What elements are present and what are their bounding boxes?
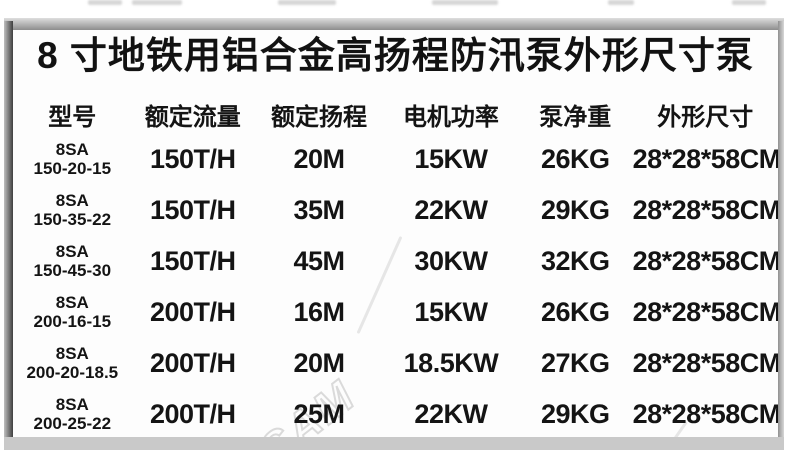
cell-power: 18.5KW: [403, 348, 499, 379]
model-series: 8SA: [55, 395, 89, 415]
cell-head: 20M: [293, 144, 345, 175]
cell-flow: 200T/H: [149, 297, 236, 328]
model-number: 200-25-22: [33, 413, 112, 433]
table-row: 8SA 150-20-15 150T/H 20M 15KW 26KG 28*28…: [13, 134, 778, 185]
column-header-flow: 额定流量: [144, 103, 241, 131]
table-row: 8SA 200-16-15 200T/H 16M 15KW 26KG 28*28…: [13, 287, 778, 338]
spec-sheet-frame: 8 寸地铁用铝合金高扬程防汛泵外形尺寸泵 型号 额定流量 额定扬程 电机功率 泵…: [4, 18, 784, 450]
frame-edge-right: [778, 21, 784, 437]
model-series: 8SA: [55, 293, 89, 313]
cell-flow: 150T/H: [149, 195, 236, 226]
frame-edge-left: [4, 21, 13, 437]
cell-dimensions: 28*28*58CM: [632, 399, 778, 430]
cell-weight: 26KG: [540, 297, 610, 328]
cell-model: 8SA 200-16-15: [13, 294, 132, 331]
cell-flow: 150T/H: [149, 144, 236, 175]
table-row: 8SA 200-20-18.5 200T/H 20M 18.5KW 27KG 2…: [13, 338, 778, 389]
model-number: 150-45-30: [33, 260, 112, 280]
cell-head: 20M: [293, 348, 345, 379]
table-row: 8SA 150-45-30 150T/H 45M 30KW 32KG 28*28…: [13, 236, 778, 287]
column-header-weight: 泵净重: [539, 103, 612, 131]
table-header-row: 型号 额定流量 额定扬程 电机功率 泵净重 外形尺寸: [13, 94, 778, 134]
cropped-text-artifact: [732, 0, 766, 5]
cropped-text-artifact: [432, 0, 498, 5]
cell-model: 8SA 200-25-22: [13, 396, 132, 433]
column-header-model: 型号: [48, 103, 97, 131]
cropped-text-artifact: [278, 0, 336, 5]
cropped-text-artifact: [608, 0, 634, 5]
cell-dimensions: 28*28*58CM: [632, 246, 778, 277]
cell-model: 8SA 150-20-15: [13, 141, 132, 178]
cell-head: 25M: [293, 399, 345, 430]
spec-sheet-panel: 8 寸地铁用铝合金高扬程防汛泵外形尺寸泵 型号 额定流量 额定扬程 电机功率 泵…: [13, 30, 778, 437]
cell-weight: 29KG: [540, 195, 610, 226]
cell-flow: 200T/H: [149, 399, 236, 430]
model-number: 150-20-15: [33, 158, 112, 178]
model-series: 8SA: [55, 242, 89, 262]
model-series: 8SA: [55, 191, 89, 211]
cropped-text-artifact: [132, 0, 182, 5]
model-number: 200-20-18.5: [26, 362, 119, 382]
column-header-dimensions: 外形尺寸: [657, 103, 754, 131]
model-series: 8SA: [55, 140, 89, 160]
cell-dimensions: 28*28*58CM: [632, 195, 778, 226]
cell-weight: 26KG: [540, 144, 610, 175]
frame-edge-bottom: [4, 437, 784, 450]
cell-dimensions: 28*28*58CM: [632, 144, 778, 175]
cell-power: 15KW: [414, 144, 488, 175]
cell-weight: 27KG: [540, 348, 610, 379]
cell-head: 45M: [293, 246, 345, 277]
table-row: 8SA 200-25-22 200T/H 25M 22KW 29KG 28*28…: [13, 389, 778, 437]
cell-head: 16M: [293, 297, 345, 328]
cell-power: 30KW: [414, 246, 488, 277]
cell-dimensions: 28*28*58CM: [632, 297, 778, 328]
cell-weight: 29KG: [540, 399, 610, 430]
table-row: 8SA 150-35-22 150T/H 35M 22KW 29KG 28*28…: [13, 185, 778, 236]
cell-power: 15KW: [414, 297, 488, 328]
page-title: 8 寸地铁用铝合金高扬程防汛泵外形尺寸泵: [37, 35, 754, 76]
column-header-head: 额定扬程: [270, 103, 367, 131]
column-header-power: 电机功率: [402, 103, 499, 131]
frame-edge-top: [4, 18, 784, 30]
cell-weight: 32KG: [540, 246, 610, 277]
cell-power: 22KW: [414, 195, 488, 226]
cell-head: 35M: [293, 195, 345, 226]
cell-model: 8SA 150-35-22: [13, 192, 132, 229]
cropped-text-artifact: [88, 0, 122, 5]
cell-flow: 150T/H: [149, 246, 236, 277]
cell-dimensions: 28*28*58CM: [632, 348, 778, 379]
cell-model: 8SA 150-45-30: [13, 243, 132, 280]
cell-model: 8SA 200-20-18.5: [13, 345, 132, 382]
model-series: 8SA: [55, 344, 89, 364]
model-number: 150-35-22: [33, 209, 112, 229]
spec-table: 型号 额定流量 额定扬程 电机功率 泵净重 外形尺寸 8SA 150-20-15…: [13, 94, 778, 437]
model-number: 200-16-15: [33, 311, 112, 331]
cell-flow: 200T/H: [149, 348, 236, 379]
cell-power: 22KW: [414, 399, 488, 430]
